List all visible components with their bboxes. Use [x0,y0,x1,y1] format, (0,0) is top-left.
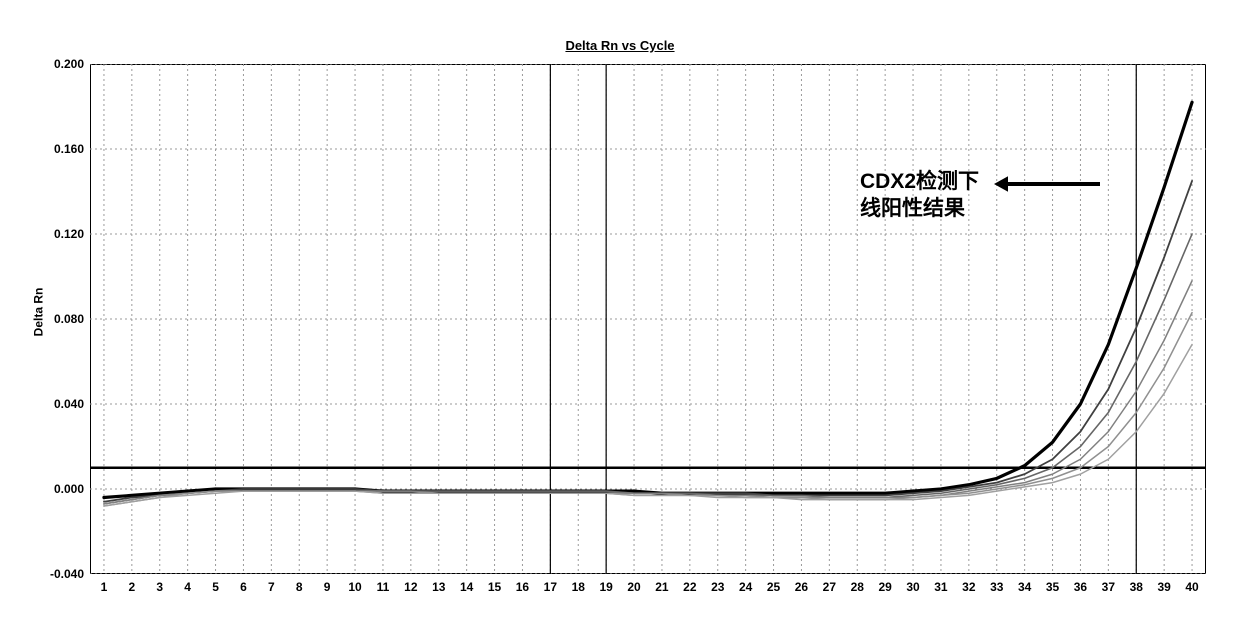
x-tick-label: 18 [572,580,585,594]
y-tick-label: 0.160 [54,142,84,156]
x-tick-label: 17 [544,580,557,594]
x-tick-label: 27 [823,580,836,594]
y-tick-label: 0.000 [54,482,84,496]
x-tick-label: 36 [1074,580,1087,594]
plot-svg [90,64,1206,574]
y-tick-label: 0.200 [54,57,84,71]
x-tick-label: 13 [432,580,445,594]
x-tick-label: 24 [739,580,752,594]
x-tick-label: 32 [962,580,975,594]
x-tick-label: 22 [683,580,696,594]
x-tick-label: 39 [1157,580,1170,594]
x-tick-label: 5 [212,580,219,594]
x-tick-label: 40 [1185,580,1198,594]
x-tick-label: 3 [156,580,163,594]
y-tick-label: 0.040 [54,397,84,411]
plot-area: -0.0400.0000.0400.0800.1200.1600.2001234… [90,64,1206,574]
y-tick-label: 0.080 [54,312,84,326]
x-tick-label: 31 [934,580,947,594]
x-tick-label: 9 [324,580,331,594]
x-tick-label: 14 [460,580,473,594]
x-tick-label: 10 [348,580,361,594]
y-axis-label: Delta Rn [31,287,45,336]
x-tick-label: 4 [184,580,191,594]
x-tick-label: 6 [240,580,247,594]
y-tick-label: -0.040 [50,567,84,581]
x-tick-label: 34 [1018,580,1031,594]
x-tick-label: 16 [516,580,529,594]
x-tick-label: 25 [767,580,780,594]
x-tick-label: 21 [655,580,668,594]
x-tick-label: 20 [627,580,640,594]
x-tick-label: 11 [377,580,390,594]
x-tick-label: 28 [851,580,864,594]
x-tick-label: 8 [296,580,303,594]
x-tick-label: 33 [990,580,1003,594]
x-tick-label: 7 [268,580,275,594]
annotation-line-2: 线阳性结果 [860,192,965,222]
annotation-line-1: CDX2检测下 [860,165,979,195]
x-tick-label: 19 [599,580,612,594]
x-tick-label: 1 [101,580,108,594]
x-tick-label: 35 [1046,580,1059,594]
x-tick-label: 15 [488,580,501,594]
chart-wrapper: Delta Rn vs Cycle Delta Rn -0.0400.0000.… [0,0,1240,623]
x-tick-label: 30 [906,580,919,594]
x-tick-label: 26 [795,580,808,594]
x-tick-label: 2 [129,580,136,594]
x-tick-label: 12 [404,580,417,594]
x-tick-label: 37 [1102,580,1115,594]
x-tick-label: 23 [711,580,724,594]
x-tick-label: 29 [878,580,891,594]
x-tick-label: 38 [1130,580,1143,594]
chart-title: Delta Rn vs Cycle [0,38,1240,53]
y-tick-label: 0.120 [54,227,84,241]
